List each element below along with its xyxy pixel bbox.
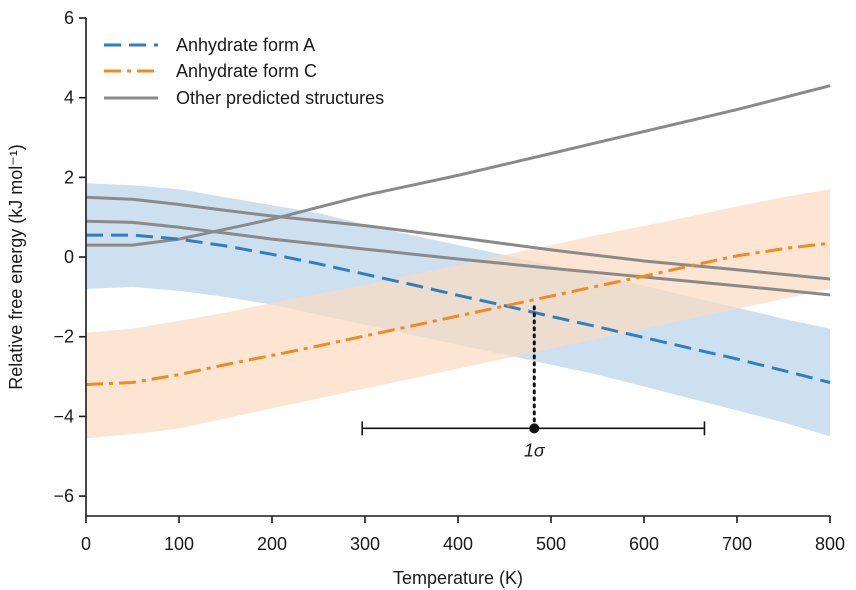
line-other-structure-1 xyxy=(86,84,831,247)
error-bar-center-point xyxy=(529,423,540,434)
x-tick-label: 600 xyxy=(629,534,659,554)
x-axis-title: Temperature (K) xyxy=(393,568,523,588)
line-form-a xyxy=(86,233,831,384)
legend-label-form-c: Anhydrate form C xyxy=(176,61,317,81)
line-form-c xyxy=(85,241,831,386)
y-tick-label: 6 xyxy=(64,8,74,28)
legend-label-form-a: Anhydrate form A xyxy=(176,35,315,55)
x-tick-label: 400 xyxy=(443,534,473,554)
y-tick-label: −4 xyxy=(53,406,74,426)
x-tick-label: 700 xyxy=(722,534,752,554)
x-tick-label: 800 xyxy=(815,534,845,554)
series-lines xyxy=(85,84,831,386)
line-other-structure-3 xyxy=(85,219,831,297)
legend-label-other: Other predicted structures xyxy=(176,88,384,108)
x-axis-ticks: 0 100 200 300 400 500 600 700 800 xyxy=(81,516,845,554)
y-tick-label: −6 xyxy=(53,486,74,506)
y-axis-ticks: −6 −4 −2 0 2 4 6 xyxy=(53,8,86,506)
x-tick-label: 300 xyxy=(350,534,380,554)
error-bar-label: 1σ xyxy=(524,440,546,460)
x-tick-label: 500 xyxy=(536,534,566,554)
x-tick-label: 100 xyxy=(164,534,194,554)
y-axis-title: Relative free energy (kJ mol⁻¹) xyxy=(6,144,26,390)
y-tick-label: 2 xyxy=(64,167,74,187)
annotations: 1σ xyxy=(361,305,706,460)
y-tick-label: 0 xyxy=(64,247,74,267)
legend: Anhydrate form A Anhydrate form C Other … xyxy=(104,35,384,108)
y-tick-label: 4 xyxy=(64,88,74,108)
x-tick-label: 0 xyxy=(81,534,91,554)
x-tick-label: 200 xyxy=(257,534,287,554)
band-form-c xyxy=(86,189,830,439)
line-other-structure-2 xyxy=(85,195,831,281)
uncertainty-bands xyxy=(86,183,830,439)
y-tick-label: −2 xyxy=(53,327,74,347)
